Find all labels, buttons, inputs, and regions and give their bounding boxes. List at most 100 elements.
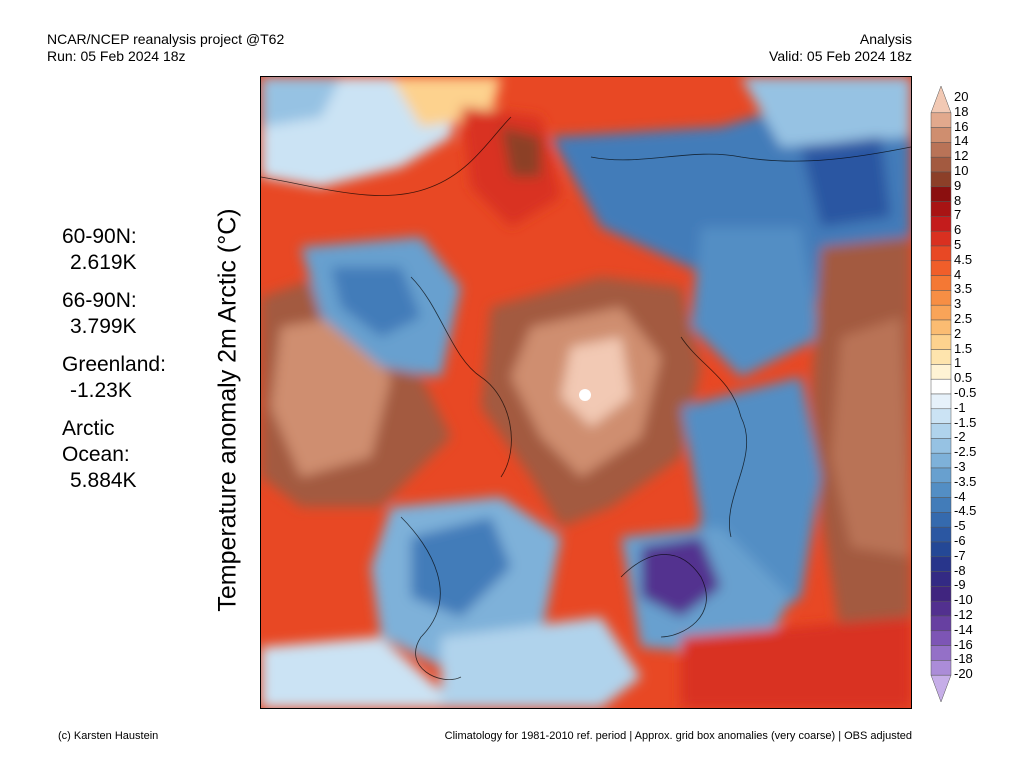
- colorbar-swatch: [930, 378, 952, 395]
- stat-value: 2.619K: [70, 251, 137, 274]
- analysis-label: Analysis: [859, 31, 912, 47]
- stat-arctic-ocean: Arctic Ocean: 5.884K: [62, 416, 166, 494]
- colorbar-swatch: [930, 127, 952, 143]
- map-canvas: [261, 77, 911, 708]
- colorbar-tick-label: -12: [954, 607, 973, 622]
- footnote: Climatology for 1981-2010 ref. period | …: [444, 730, 912, 742]
- colorbar-tick-label: -8: [954, 562, 966, 578]
- colorbar-swatch: [930, 615, 952, 632]
- colorbar-swatch: [930, 586, 952, 602]
- colorbar-swatch: [930, 230, 952, 247]
- colorbar-swatch: [930, 393, 952, 410]
- run-time: Run: 05 Feb 2024 18z: [47, 48, 186, 64]
- colorbar-swatch: [930, 349, 952, 365]
- colorbar-swatch: [930, 556, 952, 572]
- colorbar-tick-label: -14: [954, 621, 973, 637]
- colorbar-tick-label: 12: [954, 148, 969, 164]
- model-title: NCAR/NCEP reanalysis project @T62: [47, 31, 285, 47]
- colorbar-tick-label: -3: [954, 459, 966, 474]
- colorbar-tick-label: 2.5: [954, 311, 973, 326]
- coastlines: [261, 116, 911, 680]
- colorbar-tick-label: 10: [954, 163, 969, 178]
- stat-value: 3.799K: [70, 315, 137, 338]
- colorbar-tick-label: 3.5: [954, 281, 973, 297]
- colorbar-tick-label: 5: [954, 237, 962, 252]
- stat-value: 5.884K: [70, 469, 137, 492]
- colorbar-tick-label: 3: [954, 296, 962, 312]
- colorbar-swatch: [930, 171, 952, 188]
- colorbar-swatch: [930, 334, 952, 350]
- stat-greenland: Greenland: -1.23K: [62, 352, 166, 404]
- colorbar-swatch: [930, 600, 952, 617]
- pole-marker: [577, 387, 593, 403]
- colorbar-swatch: [930, 423, 952, 439]
- stat-label: Greenland:: [62, 353, 166, 376]
- y-axis-label: Temperature anomaly 2m Arctic (°C): [213, 208, 242, 612]
- colorbar-tick-label: 20: [954, 89, 969, 104]
- colorbar-swatch: [930, 630, 952, 646]
- colorbar-tick-label: -9: [954, 577, 966, 593]
- valid-time: Valid: 05 Feb 2024 18z: [769, 48, 912, 64]
- colorbar-tick-label: -5: [954, 518, 966, 534]
- stat-66-90n: 66-90N: 3.799K: [62, 288, 166, 340]
- valid-info: Analysis Valid: 05 Feb 2024 18z: [769, 31, 912, 65]
- colorbar-tick-label: 4.5: [954, 251, 973, 267]
- colorbar-swatch: [930, 497, 952, 513]
- colorbar-swatch: [930, 408, 952, 424]
- colorbar-swatch: [930, 512, 952, 528]
- stat-label: 66-90N:: [62, 289, 137, 312]
- colorbar-tick-label: 16: [954, 118, 969, 134]
- colorbar-swatch: [930, 541, 952, 558]
- colorbar-tick-label: -1: [954, 399, 966, 415]
- colorbar-tick-label: 1: [954, 355, 962, 371]
- colorbar-tick-label: -16: [954, 636, 973, 652]
- colorbar-tick-label: -6: [954, 533, 966, 548]
- copyright: (c) Karsten Haustein: [58, 730, 159, 742]
- colorbar-swatch: [930, 112, 952, 128]
- colorbar-swatch: [930, 245, 952, 262]
- colorbar-swatch: [930, 364, 952, 380]
- colorbar-swatch: [930, 319, 952, 336]
- colorbar-swatch: [930, 142, 952, 158]
- colorbar-swatch: [930, 452, 952, 469]
- colorbar-swatch: [930, 571, 952, 587]
- stat-value: -1.23K: [70, 379, 132, 402]
- colorbar-tick-label: 9: [954, 177, 962, 193]
- colorbar-tick-label: 4: [954, 266, 962, 282]
- colorbar-swatch: [930, 467, 952, 484]
- colorbar-tick-label: -10: [954, 592, 973, 608]
- colorbar-tick-label: -2: [954, 429, 966, 445]
- colorbar-swatch: [930, 674, 952, 702]
- stat-60-90n: 60-90N: 2.619K: [62, 224, 166, 276]
- stat-label: 60-90N:: [62, 225, 137, 248]
- colorbar-tick-label: 6: [954, 222, 962, 238]
- colorbar-tick-label: 0.5: [954, 370, 973, 386]
- colorbar-tick-label: -7: [954, 547, 966, 563]
- anomaly-map: [260, 76, 912, 709]
- colorbar-tick-label: 14: [954, 133, 969, 149]
- colorbar-tick-label: -4.5: [954, 503, 977, 519]
- run-info: NCAR/NCEP reanalysis project @T62 Run: 0…: [47, 31, 284, 65]
- colorbar-swatch: [930, 645, 952, 661]
- colorbar-tick-label: -2.5: [954, 444, 977, 460]
- colorbar: [930, 86, 952, 702]
- colorbar-swatch: [930, 526, 952, 543]
- colorbar-swatch: [930, 201, 952, 217]
- regional-stats: 60-90N: 2.619K 66-90N: 3.799K Greenland:…: [62, 224, 166, 506]
- colorbar-swatch: [930, 304, 952, 321]
- colorbar-tick-label: 18: [954, 103, 969, 119]
- colorbar-tick-label: -0.5: [954, 385, 977, 400]
- colorbar-swatch: [930, 438, 952, 454]
- colorbar-tick-label: -20: [954, 666, 973, 682]
- colorbar-tick-label: 1.5: [954, 340, 973, 356]
- colorbar-tick-label: 7: [954, 207, 962, 223]
- colorbar-swatch: [930, 275, 952, 291]
- colorbar-tick-label: -3.5: [954, 473, 977, 489]
- colorbar-tick-label: -18: [954, 651, 973, 667]
- colorbar-swatch: [930, 482, 952, 498]
- colorbar-swatch: [930, 156, 952, 173]
- colorbar-swatch: [930, 186, 952, 202]
- colorbar-swatch: [930, 86, 952, 114]
- colorbar-tick-label: 2: [954, 325, 962, 341]
- colorbar-swatch: [930, 290, 952, 306]
